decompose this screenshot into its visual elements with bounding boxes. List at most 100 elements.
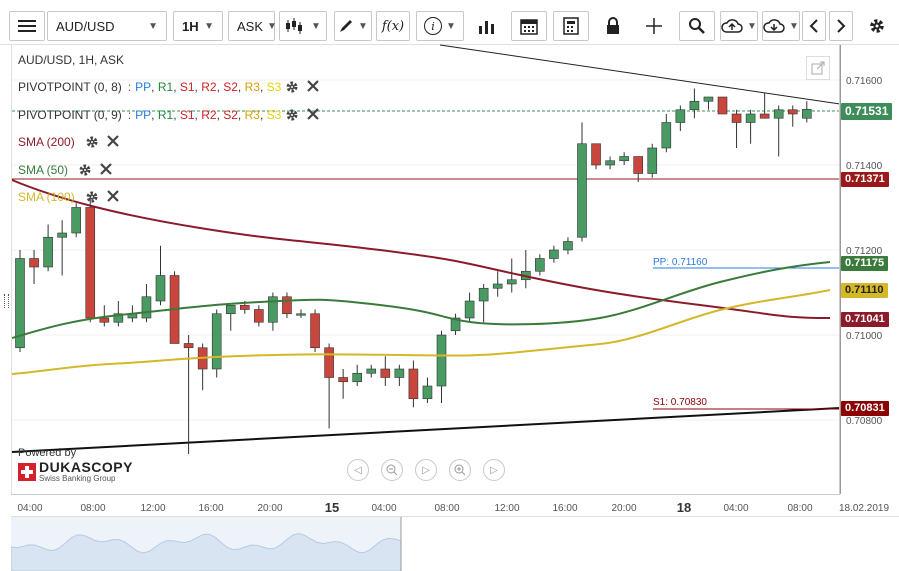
close-icon[interactable] [106, 135, 121, 149]
candle-body [591, 143, 601, 166]
side-select[interactable]: ASK ▼ [228, 11, 277, 41]
candle-body [605, 160, 615, 166]
time-tick: 04:00 [17, 503, 43, 514]
powered-by-text: Powered by [18, 447, 77, 459]
bar-chart-icon[interactable] [470, 11, 504, 41]
close-icon[interactable] [106, 190, 121, 204]
sma100-line [11, 289, 831, 375]
time-tick: 12:00 [494, 503, 520, 514]
close-icon[interactable] [307, 108, 321, 122]
settings-gear-icon[interactable] [78, 163, 92, 177]
settings-gear-icon[interactable] [85, 135, 99, 149]
cloud-upload-icon[interactable]: ▼ [720, 11, 758, 41]
s1-annotation: S1: 0.70830 [653, 397, 707, 408]
calculator-icon[interactable] [553, 11, 589, 41]
draw-button[interactable]: ▼ [334, 11, 372, 41]
crosshair-icon[interactable] [637, 11, 671, 41]
reset-view-button[interactable]: ▷ [415, 459, 437, 481]
legend-sma200: SMA (200) [18, 135, 121, 149]
scroll-forward-button[interactable]: ▷ [483, 459, 505, 481]
sma200-price-tag: 0.71041 [841, 312, 889, 327]
time-tick: 04:00 [723, 503, 749, 514]
menu-icon[interactable] [9, 11, 45, 41]
symbol-select[interactable]: AUD/USD ▼ [47, 11, 167, 41]
candle-body [478, 287, 489, 302]
legend-pp: PP [135, 108, 152, 122]
calendar-icon[interactable] [511, 11, 547, 41]
candle-body [563, 241, 573, 251]
zoom-icon[interactable] [679, 11, 715, 41]
price-axis-border [840, 45, 841, 494]
legend-pp: PP [135, 80, 152, 94]
candle-body [549, 249, 559, 259]
candle-body [324, 347, 334, 378]
scroll-right-icon[interactable] [829, 11, 853, 41]
candle-body [661, 122, 672, 149]
candle-body [506, 279, 517, 285]
candle-body [310, 313, 320, 349]
scroll-back-button[interactable]: ◁ [347, 459, 369, 481]
price-tick: 0.71000 [846, 331, 883, 342]
day-tick: 18 [676, 500, 692, 515]
chart-title: AUD/USD, 1H, ASK [18, 53, 125, 67]
candle-body [155, 275, 166, 302]
legend-r1: R1 [157, 108, 174, 122]
navigator-series [11, 533, 402, 571]
candle-body [647, 147, 658, 174]
navigator[interactable] [11, 516, 899, 571]
candle-body [352, 372, 363, 383]
info-icon: i [424, 17, 443, 35]
close-icon[interactable] [307, 80, 321, 94]
candle-body [366, 368, 377, 374]
chevron-down-icon: ▼ [148, 20, 158, 32]
resistance-trendline [439, 44, 841, 105]
legend-s1: S1 [179, 108, 195, 122]
scroll-left-icon[interactable] [802, 11, 826, 41]
candle-body [450, 317, 461, 332]
zoom-out-button[interactable] [381, 459, 403, 481]
legend-r3: R3 [244, 108, 260, 122]
candlestick-icon [286, 18, 303, 34]
gear-icon[interactable] [862, 11, 892, 41]
timeframe-select[interactable]: 1H ▼ [173, 11, 223, 41]
timeframe-label: 1H [182, 18, 199, 34]
zoom-in-button[interactable] [449, 459, 471, 481]
legend-pivot2: PIVOTPOINT (0, 9) : PP, R1, S1, R2, S2, … [18, 108, 321, 122]
side-label: ASK [237, 18, 264, 34]
candle-body [268, 296, 278, 323]
legend-s3: S3 [266, 80, 282, 94]
settings-gear-icon[interactable] [85, 190, 99, 204]
candle-body [422, 385, 433, 400]
settings-gear-icon[interactable] [285, 108, 299, 122]
legend-r3: R3 [244, 80, 260, 94]
settings-gear-icon[interactable] [285, 80, 299, 94]
resize-handle[interactable] [4, 294, 9, 308]
popout-icon[interactable] [806, 56, 830, 80]
chart-frame [11, 45, 840, 494]
sma200-line [11, 179, 831, 319]
sma100-price-tag: 0.71110 [841, 283, 888, 298]
time-axis: 04:00 08:00 12:00 16:00 20:00 15 04:00 0… [11, 494, 889, 517]
legend-sma200-name: SMA (200) [18, 135, 75, 149]
legend-r2: R2 [201, 80, 217, 94]
time-tick: 16:00 [552, 503, 578, 514]
chart-type-button[interactable]: ▼ [279, 11, 327, 41]
candle-body [394, 368, 405, 378]
cloud-download-icon[interactable]: ▼ [762, 11, 800, 41]
close-icon[interactable] [100, 163, 114, 177]
legend-pivot2-name: PIVOTPOINT (0, 9) [18, 108, 122, 122]
chevron-down-icon: ▼ [204, 20, 214, 32]
legend-r1: R1 [157, 80, 174, 94]
candle-body [535, 258, 545, 272]
symbol-label: AUD/USD [56, 18, 115, 34]
indicators-button[interactable]: f(x) [376, 11, 410, 41]
current-price-tag: 0.71531 [841, 103, 893, 120]
info-button[interactable]: i ▼ [416, 11, 464, 41]
chevron-down-icon: ▼ [267, 20, 277, 32]
candle-body [380, 368, 391, 378]
dukascopy-logo: Powered by DUKASCOPY Swiss Banking Group [18, 447, 133, 483]
candle-body [717, 96, 728, 115]
lock-icon[interactable] [596, 11, 630, 41]
legend-sma100: SMA (100) [18, 190, 121, 204]
